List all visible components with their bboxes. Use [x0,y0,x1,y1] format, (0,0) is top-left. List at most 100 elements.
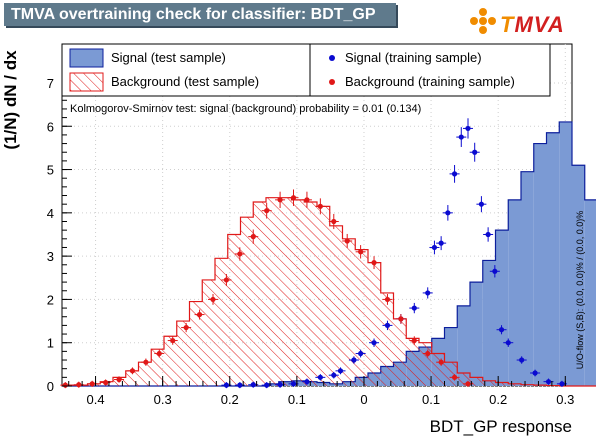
legend-right: Signal (training sample) Background (tra… [309,43,551,97]
legend-label-background-train: Background (training sample) [345,74,515,89]
background-train-point [237,251,243,257]
legend-swatch-background-test [69,72,104,92]
background-training-points [60,189,473,389]
logo-text: TMVA [500,12,565,37]
y-tick-label: 3 [47,249,54,264]
signal-train-point [559,381,565,387]
y-tick-label: 1 [47,336,54,351]
signal-train-point [492,268,498,274]
signal-train-point [384,322,391,328]
background-train-point [143,359,149,365]
background-test-bar [355,249,368,386]
background-train-point [210,296,216,303]
x-tick-label: 0.3 [154,392,172,407]
background-test-bar [304,202,317,386]
background-train-point [116,376,122,383]
legend-label-signal-train: Signal (training sample) [345,50,482,65]
y-tick-label: 2 [47,292,54,307]
background-test-bar [215,258,228,386]
y-axis-label: (1/N) dN / dx [1,50,20,150]
background-test-bar [342,238,356,386]
x-tick-label: 0.2 [489,392,507,407]
background-test-bar [151,349,164,386]
background-train-point [451,374,458,380]
signal-test-bar [559,121,572,387]
signal-train-point [485,231,491,238]
background-test-bar [266,197,279,386]
y-tick-label: 7 [47,76,54,91]
background-train-point [103,379,109,386]
signal-test-bar [533,143,547,386]
signal-test-bar [495,230,509,386]
background-train-point [196,311,203,318]
signal-train-point [358,350,364,357]
legend-left: Signal (test sample) Background (test sa… [61,43,311,97]
legend-marker-signal-train [329,55,335,61]
x-tick-label: 0.1 [422,392,440,407]
signal-train-point [445,210,451,216]
x-axis-label: BDT_GP response [430,417,572,436]
background-train-point [277,197,283,203]
background-test-bar [444,362,458,386]
signal-train-point [304,379,310,385]
y-tick-label: 5 [47,163,54,178]
x-tick-label: 0.1 [288,392,306,407]
signal-train-point [411,305,417,311]
legend-marker-background-train [329,79,335,85]
background-test-bar [227,234,241,386]
signal-test-bar [521,171,534,386]
legend-label-background-test: Background (test sample) [111,74,259,89]
underflow-overflow-text: U/O-flow (S,B): (0.0, 0.0)% / (0.0, 0.0)… [575,211,585,370]
background-test-outline [61,197,596,387]
background-train-point [425,350,431,357]
background-train-point [264,208,270,214]
x-tick-label: 0.4 [87,392,105,407]
background-test-bar [138,362,152,386]
background-train-point [438,359,444,365]
signal-training-points [221,118,567,389]
signal-train-point [277,382,283,388]
background-test-bar [291,199,305,386]
signal-train-point [545,379,552,385]
background-train-point [290,195,297,201]
background-test-bar [278,197,292,386]
signal-train-point [472,149,478,155]
background-train-point [223,277,230,283]
background-test-bar [431,353,445,386]
background-test-bar [202,279,215,386]
background-train-point [358,249,364,255]
background-test-bar [380,292,394,386]
background-train-point [411,337,417,344]
background-test-bar [521,384,534,386]
background-test-bar [482,380,496,386]
background-test-bar [329,225,343,386]
signal-test-bar [508,199,521,386]
background-train-point [156,350,162,357]
background-test-bar [164,336,177,386]
signal-test-bar [482,260,496,386]
signal-train-point [237,382,243,388]
background-test-bar [253,202,266,386]
background-train-point [371,260,377,266]
background-train-point [331,218,337,225]
background-train-point [304,197,310,203]
signal-train-point [425,290,431,296]
background-test-bar [508,383,521,386]
signal-test-bar [546,132,560,386]
background-test-bar [419,342,432,386]
background-train-point [76,382,82,388]
signal-train-point [317,374,323,380]
background-test-bar [240,217,254,386]
background-train-point [465,381,471,387]
signal-train-point [438,240,444,246]
x-tick-label: 0 [360,392,367,407]
signal-train-point [264,382,270,388]
signal-train-point [498,327,505,333]
background-train-point [317,203,323,209]
signal-train-point [465,125,471,132]
signal-train-point [532,370,538,376]
background-test-bar [317,206,330,386]
background-test-bar [368,262,381,386]
background-test-bar [393,318,407,386]
